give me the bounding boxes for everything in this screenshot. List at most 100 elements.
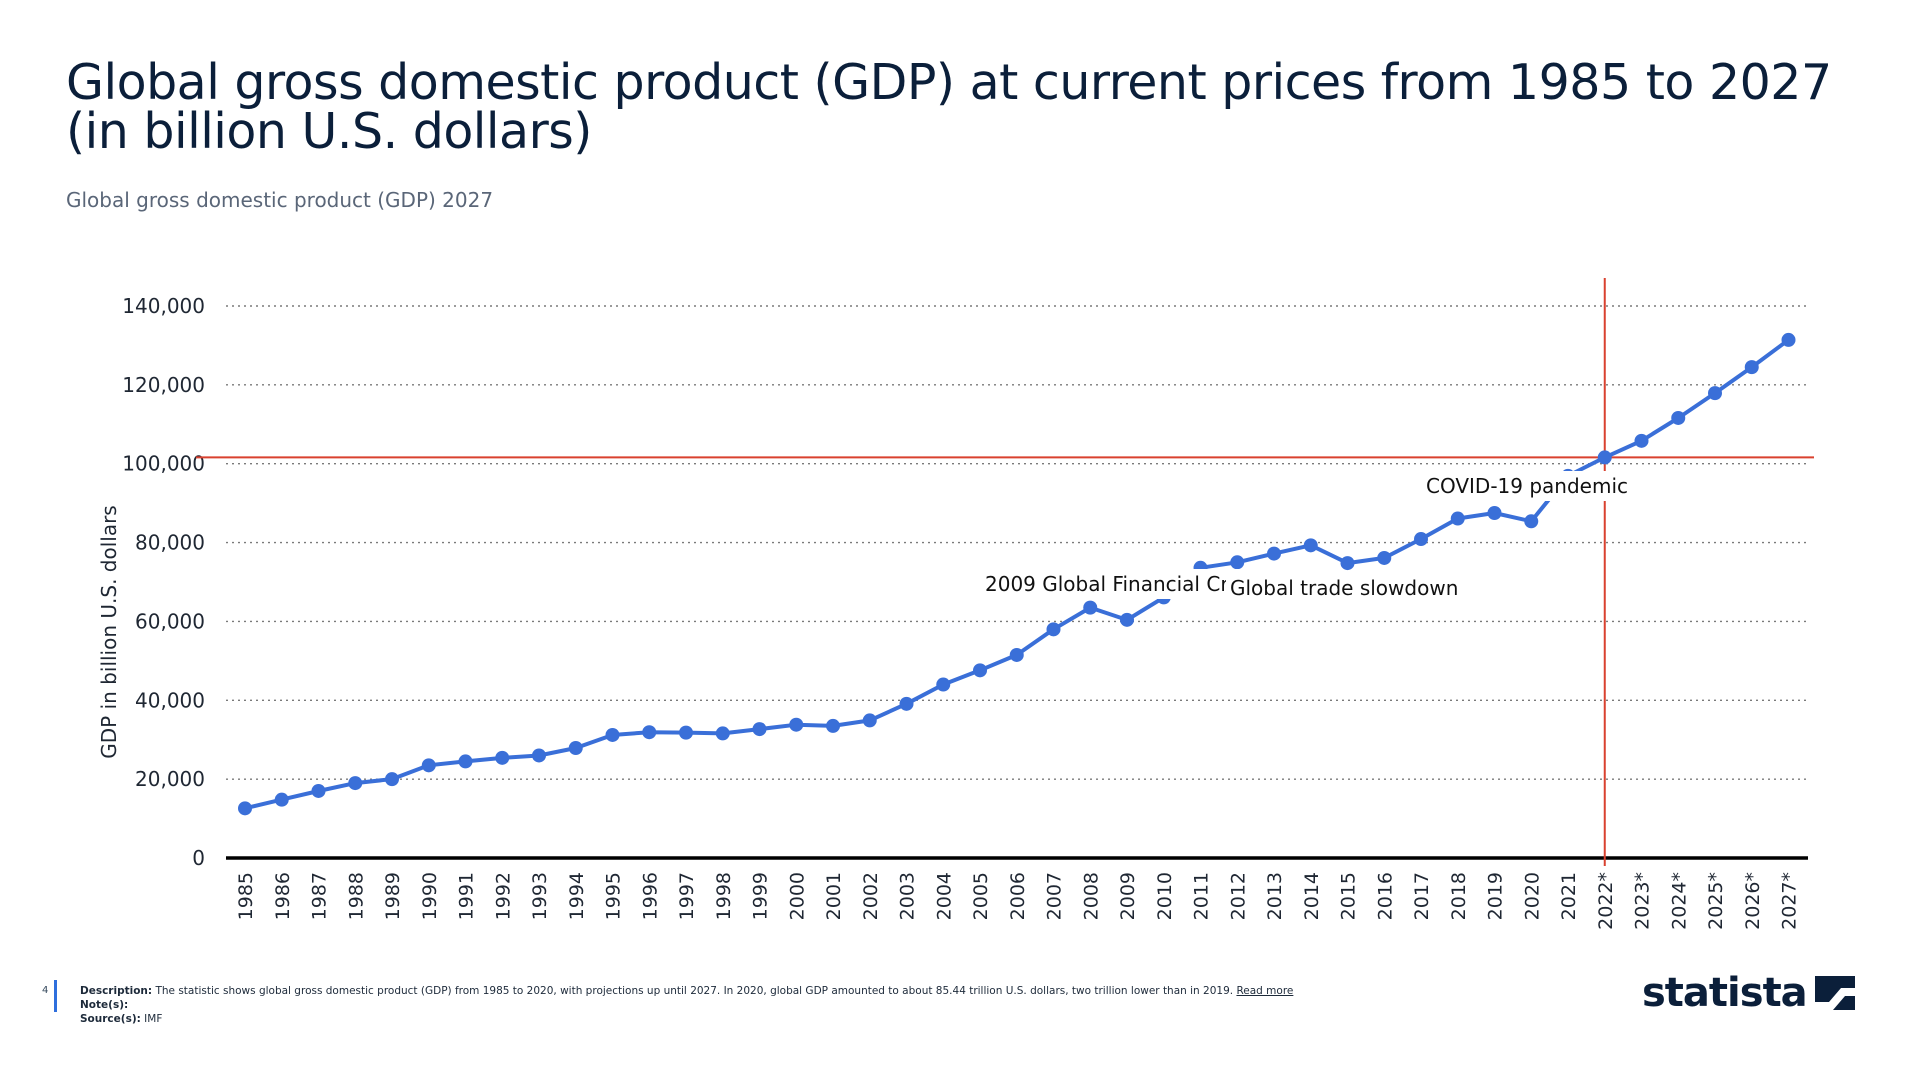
data-point[interactable] (1597, 450, 1612, 465)
y-tick-label: 80,000 (135, 531, 205, 555)
data-point[interactable] (1083, 600, 1098, 615)
x-tick-label: 2009 (1117, 872, 1139, 920)
x-tick-label: 2010 (1154, 872, 1176, 920)
description-label: Description: (80, 985, 153, 997)
data-point[interactable] (1450, 511, 1465, 526)
source-label: Source(s): (80, 1013, 141, 1025)
data-point[interactable] (789, 717, 804, 732)
data-point[interactable] (899, 696, 914, 711)
x-tick-label: 2014 (1301, 872, 1323, 920)
data-point[interactable] (1340, 556, 1355, 571)
data-point[interactable] (532, 748, 546, 763)
x-tick-label: 2020 (1521, 872, 1543, 920)
footer-notes: Description: The statistic shows global … (80, 984, 1293, 1026)
data-point[interactable] (1708, 386, 1722, 401)
data-point[interactable] (1377, 550, 1392, 565)
data-point[interactable] (495, 750, 510, 765)
data-point[interactable] (862, 713, 877, 728)
x-tick-label: 2027* (1779, 872, 1801, 930)
source-text: IMF (144, 1013, 163, 1025)
annotation-label: COVID-19 pandemic (1426, 474, 1628, 498)
logo-text: statista (1642, 970, 1808, 1016)
annotation-background (1226, 573, 1463, 603)
statista-logo: statista (1642, 968, 1855, 1018)
x-tick-label: 1985 (235, 872, 257, 920)
data-point[interactable] (1781, 332, 1796, 347)
y-tick-label: 20,000 (135, 767, 205, 791)
data-point[interactable] (1230, 555, 1245, 570)
y-tick-label: 120,000 (122, 373, 205, 397)
x-tick-label: 2015 (1338, 872, 1360, 920)
y-tick-label: 100,000 (122, 452, 205, 476)
x-tick-label: 2021 (1558, 872, 1580, 920)
x-tick-label: 2003 (897, 872, 919, 920)
data-point[interactable] (1634, 433, 1649, 448)
x-tick-label: 2008 (1080, 872, 1102, 920)
x-tick-label: 2000 (786, 872, 808, 920)
data-point[interactable] (238, 801, 252, 816)
y-tick-label: 60,000 (135, 609, 205, 633)
data-point[interactable] (642, 725, 657, 740)
data-point[interactable] (348, 776, 363, 791)
data-point[interactable] (1046, 622, 1061, 637)
x-tick-label: 1992 (492, 872, 514, 920)
x-tick-label: 1987 (309, 872, 331, 920)
annotation-label: 2009 Global Financial Crisis (985, 572, 1261, 596)
x-tick-label: 1991 (456, 872, 478, 920)
data-point[interactable] (826, 718, 840, 733)
x-tick-label: 1995 (603, 872, 625, 920)
data-point[interactable] (679, 725, 693, 740)
y-tick-label: 0 (192, 846, 205, 870)
x-tick-label: 2012 (1227, 872, 1249, 920)
data-point[interactable] (1487, 506, 1502, 520)
data-point[interactable] (973, 663, 987, 678)
x-tick-label: 2006 (1007, 872, 1029, 920)
x-tick-label: 2023* (1632, 872, 1654, 930)
data-point[interactable] (605, 727, 620, 742)
x-tick-label: 1989 (382, 872, 404, 920)
y-tick-label: 140,000 (122, 294, 205, 318)
footer-accent-bar (54, 980, 57, 1012)
data-point[interactable] (1744, 360, 1759, 375)
x-tick-label: 2002 (860, 872, 882, 920)
read-more-link[interactable]: Read more (1236, 985, 1294, 997)
x-tick-label: 2026* (1742, 872, 1764, 930)
x-tick-label: 1990 (419, 872, 441, 920)
x-tick-label: 2018 (1448, 872, 1470, 920)
data-point[interactable] (311, 783, 326, 798)
data-point[interactable] (274, 792, 289, 807)
data-point[interactable] (1414, 532, 1428, 547)
x-tick-label: 1993 (529, 872, 551, 920)
data-point[interactable] (1303, 538, 1318, 553)
data-point[interactable] (715, 726, 730, 741)
grid-layer (226, 305, 1808, 780)
description-text: The statistic shows global gross domesti… (155, 985, 1234, 997)
notes-label: Note(s): (80, 999, 129, 1011)
x-tick-label: 2016 (1374, 872, 1396, 920)
x-tick-label: 1998 (713, 872, 735, 920)
data-point[interactable] (1120, 612, 1134, 627)
data-point[interactable] (568, 740, 583, 755)
x-tick-label: 2005 (970, 872, 992, 920)
data-point[interactable] (1009, 647, 1024, 662)
data-point[interactable] (1267, 546, 1281, 561)
data-point[interactable] (1671, 410, 1686, 425)
data-point[interactable] (421, 758, 436, 773)
annotation-label: Global trade slowdown (1230, 576, 1458, 600)
notes-line: Note(s): (80, 998, 1293, 1012)
x-tick-label: 1997 (676, 872, 698, 920)
reference-lines (196, 278, 1814, 866)
x-tick-label: 2025* (1705, 872, 1727, 930)
data-point[interactable] (385, 772, 399, 787)
data-point[interactable] (752, 722, 767, 737)
data-point[interactable] (458, 754, 473, 769)
source-line: Source(s): IMF (80, 1012, 1293, 1026)
description-line: Description: The statistic shows global … (80, 984, 1293, 998)
x-tick-label: 1986 (272, 872, 294, 920)
data-point[interactable] (1524, 514, 1539, 529)
x-tick-label: 2011 (1191, 872, 1213, 920)
data-point[interactable] (936, 677, 951, 692)
y-tick-label: 40,000 (135, 688, 205, 712)
